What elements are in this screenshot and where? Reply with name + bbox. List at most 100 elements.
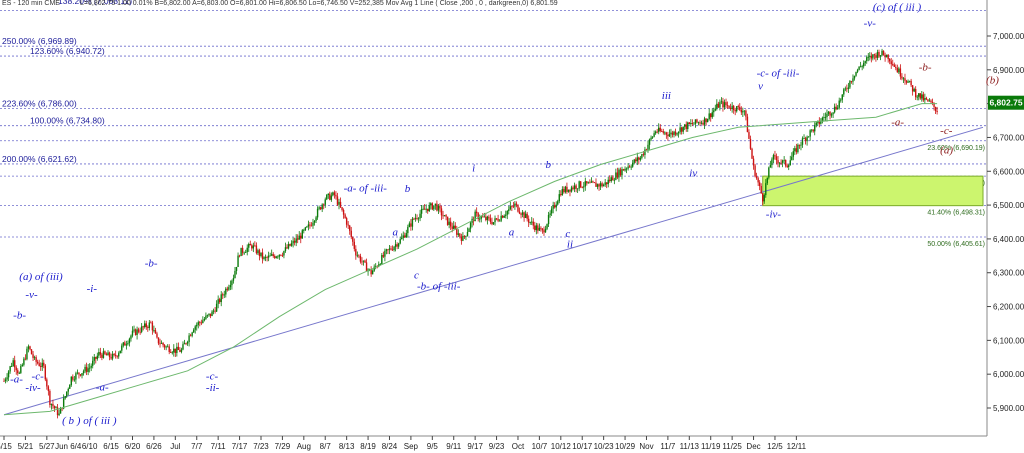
fib-level-label: 223.60% (6,786.00) [2, 98, 77, 108]
y-tick-label: 6,700.00 [993, 133, 1024, 142]
candle-body [628, 166, 631, 168]
candle-body [88, 367, 91, 369]
x-tick-label: 5/21 [18, 442, 34, 451]
candle-body [925, 98, 928, 100]
candle-body [697, 122, 700, 124]
candle-body [766, 177, 769, 184]
candle-body [333, 192, 336, 195]
candle-body [716, 103, 718, 109]
candle-body [648, 139, 651, 145]
candle-body [179, 349, 181, 352]
candle-body [9, 366, 11, 372]
candle-body [194, 326, 196, 330]
candle-body [134, 329, 137, 335]
candle-body [166, 346, 169, 348]
wave-label: iii [662, 90, 671, 102]
candle-body [913, 89, 915, 92]
candle-body [371, 270, 374, 275]
candle-body [887, 54, 889, 60]
last-price-box [988, 95, 1024, 110]
candle-body [142, 326, 144, 328]
candle-body [209, 313, 212, 317]
candle-body [809, 130, 811, 137]
candle-body [477, 213, 479, 220]
candle-body [381, 255, 383, 265]
candle-body [229, 285, 232, 288]
candle-body [579, 181, 582, 188]
candle-body [73, 379, 76, 381]
candle-body [934, 106, 937, 112]
candle-body [315, 217, 317, 221]
candle-body [794, 148, 796, 152]
wave-label: -iv- [25, 382, 41, 394]
candle-body [33, 357, 36, 359]
candle-body [50, 403, 53, 405]
candle-body [680, 127, 683, 132]
candle-body [309, 224, 311, 226]
candle-body [358, 255, 360, 257]
candle-body [485, 216, 487, 221]
candle-body [114, 354, 117, 356]
x-tick-label: 6/15 [103, 442, 119, 451]
candle-body [696, 119, 698, 123]
candle-body [469, 222, 472, 229]
wave-label: -b- [13, 309, 26, 321]
candle-body [546, 224, 548, 229]
candle-body [186, 341, 189, 344]
candle-body [105, 353, 108, 356]
candle-body [15, 367, 17, 371]
candle-body [748, 132, 750, 139]
candle-body [382, 255, 385, 257]
x-tick-label: 8/24 [382, 442, 398, 451]
candle-body [843, 89, 845, 95]
candle-body [281, 255, 284, 257]
moving-average-line [3, 103, 938, 416]
candle-body [624, 168, 626, 171]
candle-body [823, 117, 825, 118]
candle-body [754, 165, 756, 177]
candle-body [763, 195, 765, 202]
wave-label: -b- [145, 258, 158, 270]
candle-body [241, 247, 244, 253]
candle-body [330, 195, 333, 200]
candle-body [124, 342, 126, 346]
candle-body [627, 166, 629, 169]
candle-body [214, 310, 216, 312]
candle-body [807, 136, 810, 138]
candle-body [902, 78, 905, 80]
candle-body [4, 379, 7, 382]
y-tick-label: 6,400.00 [993, 235, 1024, 244]
fib-level-label: 123.60% (6,940.72) [30, 46, 105, 56]
candle-body [180, 349, 183, 352]
candle-body [856, 69, 859, 72]
candle-body [355, 248, 357, 256]
candle-body [742, 111, 744, 113]
candle-body [509, 206, 512, 210]
candle-body [506, 211, 508, 215]
candle-body [829, 111, 831, 116]
candle-body [119, 350, 121, 354]
wave-label: -ii- [206, 382, 220, 394]
candle-body [873, 54, 876, 56]
candle-body [215, 303, 218, 312]
candle-body [144, 323, 146, 328]
candle-body [150, 322, 152, 324]
wave-label: -c- [206, 370, 219, 382]
candle-body [601, 183, 603, 187]
candle-body [168, 346, 170, 352]
candle-body [52, 403, 54, 407]
candle-body [289, 243, 291, 246]
candle-body [884, 54, 886, 58]
candle-body [474, 211, 476, 222]
candle-body [726, 105, 729, 106]
x-tick-label: 7/23 [253, 442, 269, 451]
candle-body [451, 226, 453, 229]
candle-body [740, 109, 743, 113]
candle-body [552, 205, 554, 209]
candle-body [557, 201, 559, 205]
candle-body [667, 134, 669, 137]
candle-body [676, 133, 678, 135]
wave-label: -a- [10, 373, 23, 385]
candle-body [752, 158, 755, 166]
candle-body [491, 221, 493, 225]
